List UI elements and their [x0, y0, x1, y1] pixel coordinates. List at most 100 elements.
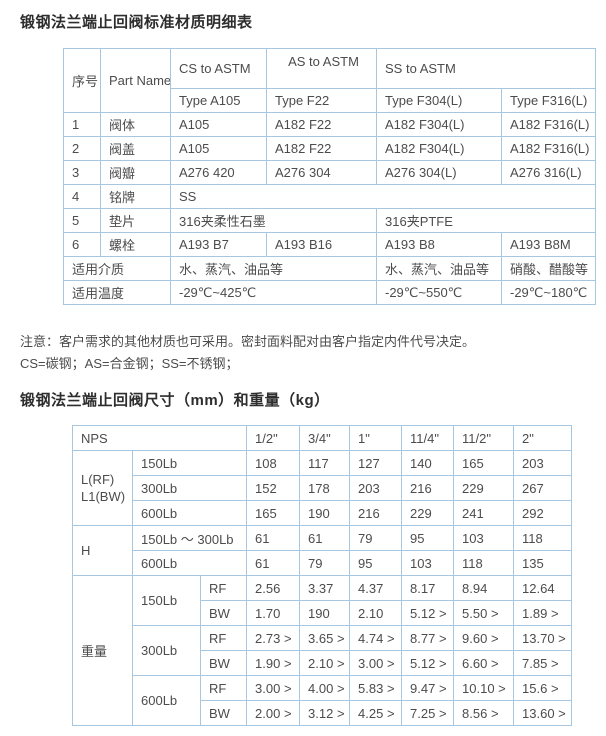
cell-no: 6 [63, 232, 101, 257]
table-row: 6 螺栓 A193 B7 A193 B16 A193 B8 A193 B8M [63, 232, 596, 257]
cell-value: 5.50 > [453, 600, 515, 626]
cell-end-type: BW [199, 650, 248, 676]
cell-value: 8.94 [453, 575, 515, 601]
cell-media: 水、蒸汽、油品等 [376, 256, 502, 281]
cell-value: 4.37 [349, 575, 403, 601]
cell-value: 103 [401, 550, 455, 576]
cell-value: 8.56 > [453, 700, 515, 726]
table-row: NPS 1/2" 3/4" 1" 11/4" 11/2" 2" [71, 425, 573, 451]
table-row: 600Lb 61 79 95 103 118 135 [73, 550, 573, 576]
header-cs-group: CS to ASTM [170, 48, 267, 89]
header-as-group: AS to ASTM [266, 48, 377, 89]
cell-material: 316夹PTFE [376, 208, 596, 233]
cell-no: 5 [63, 208, 101, 233]
table-row: BW 2.00 > 3.12 > 4.25 > 7.25 > 8.56 > 13… [73, 700, 573, 726]
cell-end-type: RF [199, 625, 248, 651]
cell-no: 3 [63, 160, 101, 185]
cell-value: 5.83 > [349, 675, 403, 701]
table-row: 600Lb RF 3.00 > 4.00 > 5.83 > 9.47 > 10.… [73, 675, 573, 726]
cell-class: 150Lb [131, 450, 248, 476]
header-ss-group: SS to ASTM [376, 48, 596, 89]
cell-value: 7.85 > [513, 650, 573, 676]
header-type-f22: Type F22 [266, 88, 377, 113]
cell-value: 118 [513, 525, 573, 551]
header-type-f304: Type F304(L) [376, 88, 502, 113]
table-row: 2 阀盖 A105 A182 F22 A182 F304(L) A182 F31… [63, 136, 596, 161]
cell-material: A182 F22 [266, 112, 377, 137]
cell-value: 2.10 [349, 600, 403, 626]
cell-value: 3.12 > [299, 700, 351, 726]
table-row: L(RF) L1(BW) 150Lb 108 117 127 140 165 2… [72, 450, 573, 526]
cell-value: 79 [299, 550, 351, 576]
cell-value: 8.77 > [401, 625, 455, 651]
cell-part: 阀瓣 [100, 160, 171, 185]
cell-material: A276 304(L) [376, 160, 502, 185]
header-size: 1/2" [246, 425, 301, 451]
header-size: 1" [349, 425, 403, 451]
table-row: 适用温度 -29℃~425℃ -29℃~550℃ -29℃~180℃ [63, 280, 596, 305]
cell-value: 79 [349, 525, 403, 551]
table-row: 1 阀体 A105 A182 F22 A182 F304(L) A182 F31… [63, 112, 596, 137]
table-row: H 150Lb ～ 300Lb 61 61 79 95 103 118 [72, 525, 573, 576]
cell-value: 165 [246, 500, 301, 526]
cell-value: 13.60 > [513, 700, 573, 726]
cell-part: 阀体 [100, 112, 171, 137]
cell-value: 165 [453, 450, 515, 476]
cell-material: SS [170, 184, 596, 209]
cell-value: 5.12 > [401, 600, 455, 626]
cell-value: 2.56 [246, 575, 301, 601]
cell-value: 3.00 > [349, 650, 403, 676]
table-row: 300Lb RF 2.73 > 3.65 > 4.74 > 8.77 > 9.6… [73, 625, 573, 676]
cell-material: A193 B7 [170, 232, 267, 257]
cell-material: A182 F316(L) [501, 112, 596, 137]
cell-no: 4 [63, 184, 101, 209]
cell-no: 1 [63, 112, 101, 137]
table-row: 5 垫片 316夹柔性石墨 316夹PTFE [63, 208, 596, 233]
cell-value: 135 [513, 550, 573, 576]
table-row: 适用介质 水、蒸汽、油品等 水、蒸汽、油品等 硝酸、醋酸等 [63, 256, 596, 281]
cell-class: 300Lb [131, 475, 248, 501]
cell-value: 61 [299, 525, 351, 551]
cell-end-type: RF [199, 575, 248, 601]
header-size: 11/4" [401, 425, 455, 451]
cell-end-type: BW [199, 700, 248, 726]
cell-value: 190 [299, 500, 351, 526]
cell-no: 2 [63, 136, 101, 161]
cell-value: 1.89 > [513, 600, 573, 626]
cell-value: 9.60 > [453, 625, 515, 651]
cell-value: 4.00 > [299, 675, 351, 701]
cell-class: 150Lb ～ 300Lb [131, 525, 248, 551]
header-index: 序号 [63, 48, 101, 113]
cell-value: 13.70 > [513, 625, 573, 651]
cell-material: A182 F304(L) [376, 136, 502, 161]
cell-value: 12.64 [513, 575, 573, 601]
cell-temp: -29℃~180℃ [501, 280, 596, 305]
cell-value: 5.12 > [401, 650, 455, 676]
table-row: 4 铭牌 SS [63, 184, 596, 209]
table-row: 300Lb 152 178 203 216 229 267 [73, 475, 573, 501]
cell-value: 118 [453, 550, 515, 576]
cell-material: A105 [170, 136, 267, 161]
cell-value: 2.73 > [246, 625, 301, 651]
cell-value: 15.6 > [513, 675, 573, 701]
header-size: 11/2" [453, 425, 515, 451]
cell-material: A105 [170, 112, 267, 137]
cell-value: 2.10 > [299, 650, 351, 676]
cell-temp-label: 适用温度 [63, 280, 171, 305]
header-nps: NPS [71, 425, 248, 451]
materials-section-title: 锻钢法兰端止回阀标准材质明细表 [20, 14, 253, 31]
cell-material: A193 B8 [376, 232, 502, 257]
cell-material: A182 F22 [266, 136, 377, 161]
table-row: 3 阀瓣 A276 420 A276 304 A276 304(L) A276 … [63, 160, 596, 185]
cell-value: 229 [453, 475, 515, 501]
cell-class: 600Lb [131, 550, 248, 576]
cell-material: A193 B16 [266, 232, 377, 257]
cell-value: 241 [453, 500, 515, 526]
table-row: 序号 Part Name CS to ASTM AS to ASTM SS to… [63, 48, 596, 113]
cell-media: 硝酸、醋酸等 [501, 256, 596, 281]
cell-value: 95 [401, 525, 455, 551]
cell-value: 216 [401, 475, 455, 501]
cell-value: 1.90 > [246, 650, 301, 676]
cell-class: 600Lb [132, 675, 201, 726]
cell-media-label: 适用介质 [63, 256, 171, 281]
